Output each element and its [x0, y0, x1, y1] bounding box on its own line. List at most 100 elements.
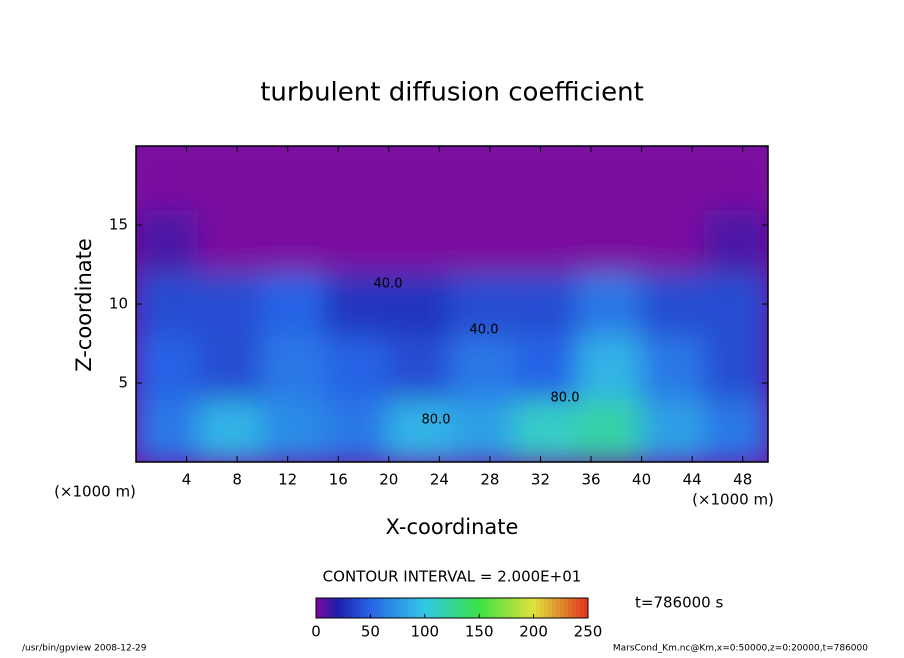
- cell: [198, 146, 264, 211]
- colorbar-step: [352, 598, 357, 618]
- colorbar-step: [508, 598, 513, 618]
- colorbar-step: [532, 598, 537, 618]
- cell: [514, 208, 580, 274]
- colorbar-step: [376, 598, 381, 618]
- x-tick-label: 20: [379, 471, 398, 489]
- cells: [136, 146, 768, 462]
- colorbar-step: [336, 598, 341, 618]
- cell: [324, 146, 390, 211]
- colorbar-step: [492, 598, 497, 618]
- y-axis-label: Z-coordinate: [72, 238, 96, 372]
- colorbar-step: [356, 598, 361, 618]
- colorbar-step: [316, 598, 321, 618]
- colorbar-step: [584, 598, 589, 618]
- x-axis-label: X-coordinate: [386, 515, 519, 539]
- cell: [136, 208, 201, 274]
- cell: [261, 208, 327, 274]
- colorbar-step: [456, 598, 461, 618]
- cell: [387, 146, 453, 211]
- colorbar-step: [348, 598, 353, 618]
- colorbar-step: [432, 598, 437, 618]
- footer-right: MarsCond_Km.nc@Km,x=0:50000,z=0:20000,t=…: [613, 644, 868, 654]
- x-tick-label: 48: [733, 471, 752, 489]
- colorbar-frame: [315, 597, 589, 619]
- colorbar-tick-label: 250: [574, 623, 603, 641]
- cell: [640, 271, 706, 337]
- contour-interval: CONTOUR INTERVAL = 2.000E+01: [323, 568, 582, 586]
- cell: [324, 397, 390, 462]
- colorbar-step: [516, 598, 521, 618]
- colorbar-step: [528, 598, 533, 618]
- colorbar-step: [468, 598, 473, 618]
- y-unit: (×1000 m): [54, 483, 136, 501]
- cell: [198, 208, 264, 274]
- y-tick-label: 15: [109, 216, 128, 234]
- colorbar-step: [580, 598, 585, 618]
- cell: [136, 146, 201, 211]
- colorbar-step: [440, 598, 445, 618]
- cell: [324, 271, 390, 337]
- colorbar-step: [328, 598, 333, 618]
- colorbar-step: [568, 598, 573, 618]
- cell: [451, 208, 517, 274]
- cell: [703, 146, 768, 211]
- colorbar-step: [460, 598, 465, 618]
- y-tick-label: 5: [118, 374, 128, 392]
- cell: [514, 146, 580, 211]
- colorbar-step: [368, 598, 373, 618]
- colorbar-step: [504, 598, 509, 618]
- colorbar-step: [540, 598, 545, 618]
- x-tick-label: 44: [683, 471, 702, 489]
- colorbar-step: [436, 598, 441, 618]
- colorbar-step: [400, 598, 405, 618]
- colorbar-step: [420, 598, 425, 618]
- cell: [577, 397, 643, 462]
- colorbar-step: [464, 598, 469, 618]
- field: 40.0 40.0 80.0 80.0: [136, 146, 768, 462]
- colorbar-step: [412, 598, 417, 618]
- x-unit: (×1000 m): [692, 491, 774, 509]
- colorbar-step: [384, 598, 389, 618]
- colorbar-step: [484, 598, 489, 618]
- cell: [324, 208, 390, 274]
- cell: [514, 397, 580, 462]
- colorbar-step: [572, 598, 577, 618]
- colorbar-step: [452, 598, 457, 618]
- cell: [451, 397, 517, 462]
- colorbar-step: [380, 598, 385, 618]
- cell: [387, 271, 453, 337]
- colorbar-step: [524, 598, 529, 618]
- colorbar-step: [392, 598, 397, 618]
- colorbar-step: [424, 598, 429, 618]
- colorbar-step: [480, 598, 485, 618]
- x-tick-label: 40: [632, 471, 651, 489]
- colorbar-step: [372, 598, 377, 618]
- colorbar-step: [416, 598, 421, 618]
- cell: [136, 397, 201, 462]
- colorbar-step: [496, 598, 501, 618]
- cell: [703, 334, 768, 400]
- footer-left: /usr/bin/gpview 2008-12-29: [22, 644, 147, 654]
- cell: [451, 271, 517, 337]
- contour-label: 80.0: [551, 391, 580, 406]
- cell: [640, 146, 706, 211]
- x-tick-label: 12: [278, 471, 297, 489]
- cell: [198, 334, 264, 400]
- colorbar-step: [360, 598, 365, 618]
- colorbar-step: [560, 598, 565, 618]
- x-tick-label: 28: [480, 471, 499, 489]
- colorbar-tick-label: 150: [465, 623, 494, 641]
- cell: [387, 397, 453, 462]
- cell: [640, 397, 706, 462]
- colorbar-step: [556, 598, 561, 618]
- cell: [198, 397, 264, 462]
- contour-label: 80.0: [422, 413, 451, 428]
- colorbar-step: [340, 598, 345, 618]
- x-tick-label: 24: [430, 471, 449, 489]
- colorbar-step: [476, 598, 481, 618]
- colorbar-step: [576, 598, 581, 618]
- colorbar-step: [544, 598, 549, 618]
- cell: [451, 334, 517, 400]
